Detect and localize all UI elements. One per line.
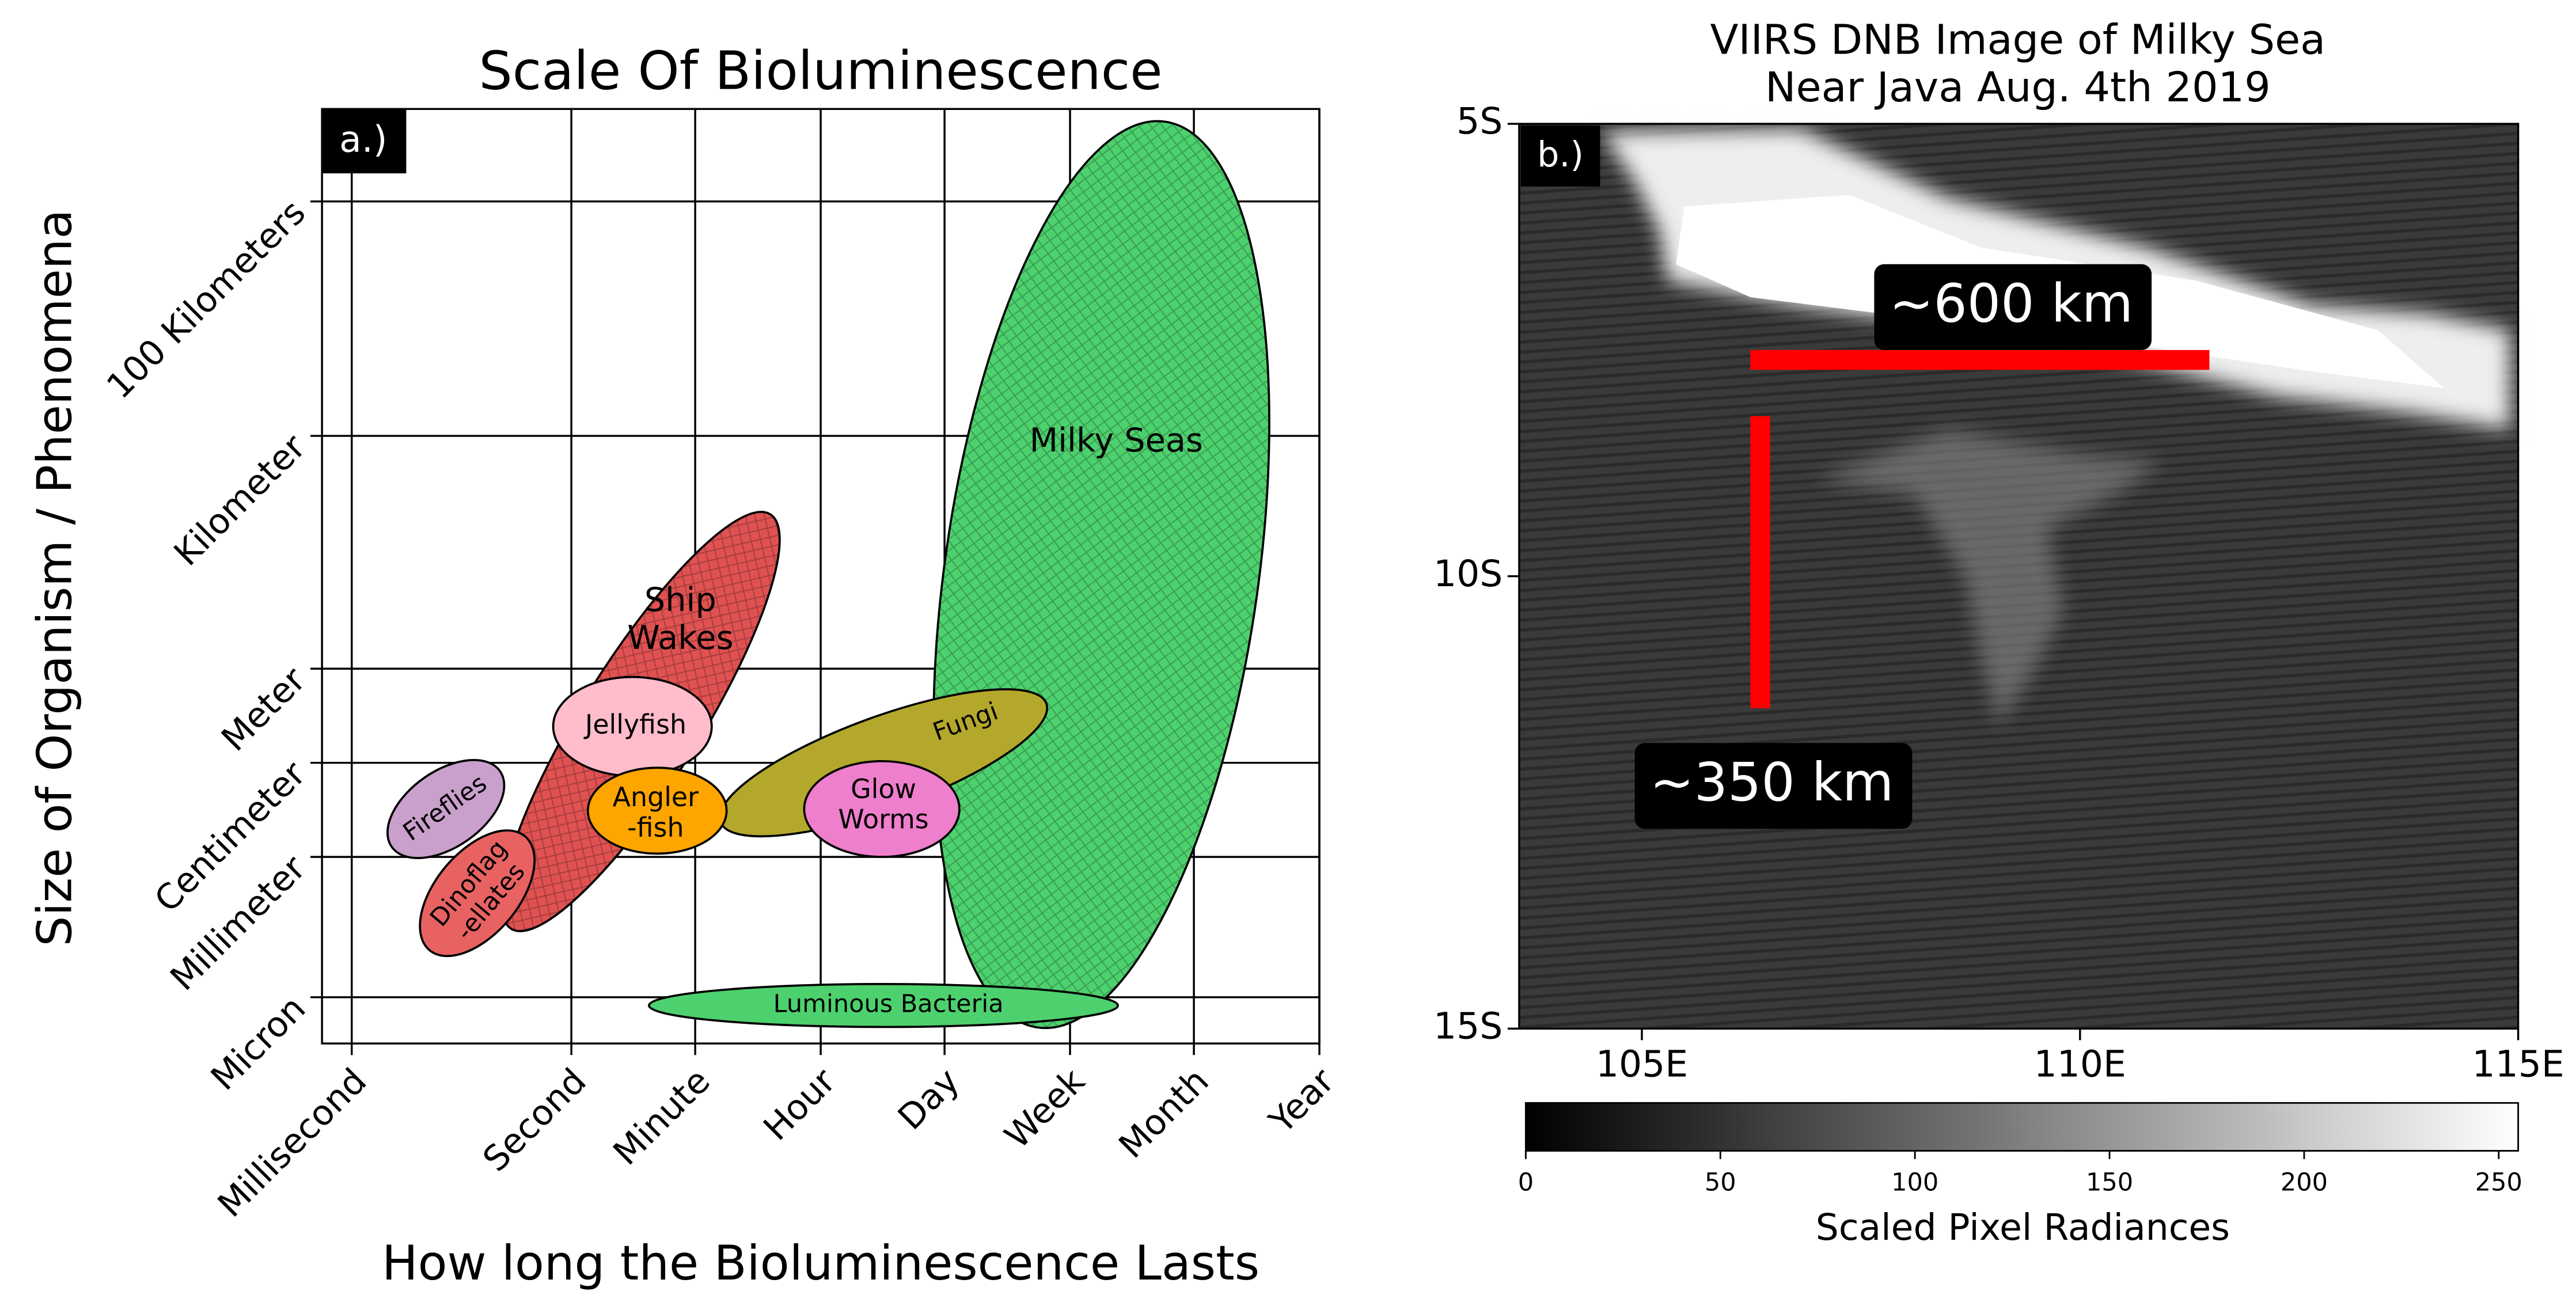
panel-b: VIIRS DNB Image of Milky Sea Near Java Au… [1433,15,2564,1248]
y-tick-label: 15S [1433,1004,1503,1047]
chart-title: Scale Of Bioluminescence [479,40,1163,101]
ellipse-label: Glow Worms [838,773,928,834]
panel-label-box [1520,125,1600,187]
annotation-box [1634,743,1913,829]
x-tick-label: Hour [756,1061,844,1148]
x-tick-label: Month [1111,1061,1217,1166]
colorbar [1524,1102,2520,1152]
ellipse [386,758,506,859]
plot-frame [321,108,1321,1045]
y-tick-label: Micron [203,988,313,1098]
colorbar-tick-label: 250 [2475,1168,2522,1197]
colorbar-tick-label: 100 [1891,1168,1938,1197]
y-axis-label: Size of Organism / Phenomena [26,210,82,947]
panel-a: Scale Of Bioluminescence How long the Bio… [26,40,1342,1291]
x-tick-label: Year [1261,1061,1342,1142]
panel-label: b.) [1537,135,1584,175]
ellipse-group [932,120,1270,1030]
x-tick-label: Second [475,1061,594,1179]
panel-label-box [322,109,407,174]
ellipse [803,760,961,858]
annotation: ~350 km [1650,751,1894,813]
scale-bar-horizontal [1750,350,2210,370]
x-axis-label: How long the Bioluminescence Lasts [382,1235,1259,1291]
ellipse-group [586,766,728,855]
hatch [933,121,1270,1028]
colorbar-tick-label: 0 [1518,1168,1534,1197]
x-tick-label: Day [890,1061,968,1138]
x-tick-label: Week [997,1061,1092,1156]
colorbar-tick-label: 200 [2281,1168,2328,1197]
annotation-box [1874,264,2152,350]
ellipse-group [419,829,536,958]
milky-sea [1816,429,2164,727]
y-tick-label: 100 Kilometers [99,192,313,407]
colorbar-tick-label: 150 [2086,1168,2133,1197]
x-tick-label: 105E [1596,1042,1688,1085]
y-tick-label: 5S [1456,100,1503,142]
colorbar-tick-label: 50 [1705,1168,1736,1197]
chart-title: VIIRS DNB Image of Milky Sea Near Java Au… [1710,15,2326,111]
scale-bar-vertical [1750,416,1770,709]
ellipse-group [648,983,1120,1028]
ellipse-label: Ship Wakes [627,580,733,657]
ellipse [419,829,536,958]
x-tick-label: 110E [2034,1042,2126,1085]
ellipse-label: Angler -fish [613,781,699,843]
ellipse-group [803,760,961,858]
annotation: ~600 km [1890,273,2134,335]
panel-label: a.) [339,118,387,161]
y-tick-label: Kilometer [166,427,313,574]
y-tick-label: 10S [1433,552,1503,595]
ellipse [648,983,1120,1028]
ellipse-label: Luminous Bacteria [773,990,1004,1019]
x-tick-label: Minute [606,1061,718,1173]
y-tick-label: Meter [214,659,313,759]
ellipse-group [386,758,506,859]
ellipse [586,766,728,855]
ellipse-label: Milky Seas [1030,421,1203,460]
colorbar-label: Scaled Pixel Radiances [1816,1206,2230,1248]
ellipse-label: Jellyfish [583,709,686,740]
x-tick-label: 115E [2472,1042,2564,1085]
